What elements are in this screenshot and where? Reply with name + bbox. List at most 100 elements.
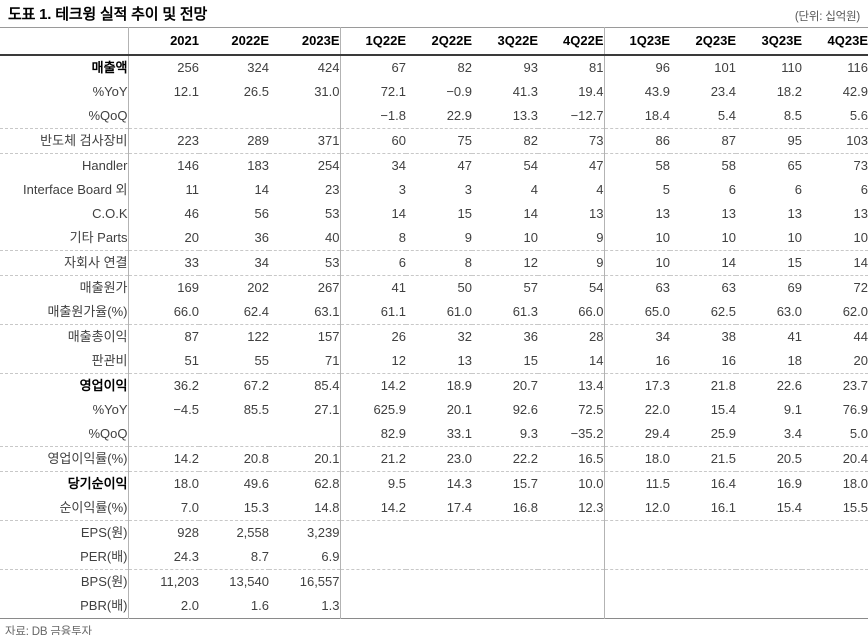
row-label: C.O.K bbox=[0, 202, 129, 226]
cell-value: 14.2 bbox=[128, 446, 199, 472]
cell-value: 61.3 bbox=[512, 304, 538, 319]
row-label: 기타 Parts bbox=[0, 226, 129, 251]
cell-value: 3,239 bbox=[269, 520, 341, 545]
cell-value: 928 bbox=[128, 520, 199, 545]
cell-value: 14.8 bbox=[269, 496, 341, 521]
cell-value bbox=[736, 594, 802, 619]
cell-value: 33.1 bbox=[446, 426, 472, 441]
cell-value: 71 bbox=[269, 349, 341, 374]
cell-value bbox=[538, 545, 605, 570]
cell-value: 12.0 bbox=[644, 500, 670, 515]
corner-cell bbox=[0, 27, 129, 56]
cell-value: 1.6 bbox=[250, 598, 269, 613]
cell-value: 8 bbox=[406, 250, 472, 276]
cell-value: 110 bbox=[781, 60, 802, 75]
cell-value: 9.1 bbox=[783, 402, 802, 417]
cell-value: 4 bbox=[538, 178, 605, 202]
cell-value: 3 bbox=[464, 182, 472, 197]
cell-value: 12 bbox=[391, 353, 406, 368]
cell-value: 38 bbox=[670, 324, 736, 349]
cell-value: 67 bbox=[391, 60, 406, 75]
cell-value: 13,540 bbox=[199, 569, 269, 594]
cell-value: 8 bbox=[398, 230, 406, 245]
cell-value: −4.5 bbox=[173, 402, 199, 417]
cell-value: 20 bbox=[184, 230, 199, 245]
cell-value: 43.9 bbox=[644, 84, 670, 99]
table-row: 당기순이익 18.0 49.6 62.8 9.5 14.3 15.7 10.0 11.5 16.4… bbox=[0, 471, 868, 496]
cell-value: 26.5 bbox=[243, 84, 269, 99]
column-header: 2Q22E bbox=[406, 27, 472, 56]
row-label: %YoY bbox=[0, 80, 129, 104]
cell-value: 625.9 bbox=[373, 402, 406, 417]
cell-value: 157 bbox=[269, 324, 341, 349]
cell-value: 267 bbox=[269, 275, 341, 300]
cell-value: 256 bbox=[177, 60, 199, 75]
cell-value: 15.5 bbox=[842, 500, 868, 515]
cell-value bbox=[340, 545, 406, 570]
cell-value: 54 bbox=[538, 275, 605, 300]
cell-value: 5.4 bbox=[717, 108, 736, 123]
cell-value bbox=[736, 545, 802, 570]
cell-value: 36 bbox=[472, 324, 538, 349]
cell-value: 3.4 bbox=[783, 426, 802, 441]
cell-value: 31.0 bbox=[269, 80, 341, 104]
column-header: 4Q22E bbox=[538, 27, 605, 56]
cell-value: 9 bbox=[538, 250, 605, 276]
cell-value: 18 bbox=[787, 353, 802, 368]
row-label: %QoQ bbox=[0, 422, 129, 447]
row-label: 당기순이익 bbox=[0, 471, 129, 496]
cell-value bbox=[538, 569, 605, 594]
column-header: 4Q23E bbox=[802, 27, 868, 56]
cell-value: 10 bbox=[523, 230, 538, 245]
cell-value bbox=[406, 545, 472, 570]
cell-value bbox=[199, 422, 269, 447]
cell-value: 18.9 bbox=[406, 373, 472, 398]
cell-value: 20 bbox=[853, 353, 868, 368]
cell-value: 56 bbox=[254, 206, 269, 221]
cell-value bbox=[670, 594, 736, 619]
cell-value bbox=[538, 520, 605, 545]
cell-value: 41.3 bbox=[512, 84, 538, 99]
cell-value: 85.5 bbox=[243, 402, 269, 417]
cell-value: 61.0 bbox=[446, 304, 472, 319]
cell-value: 223 bbox=[128, 128, 199, 154]
cell-value: 20.4 bbox=[802, 446, 868, 472]
cell-value: 16.8 bbox=[512, 500, 538, 515]
cell-value: 69 bbox=[736, 275, 802, 300]
table-row: Handler 146 183 254 34 47 54 47 58 58 65 73 bbox=[0, 153, 868, 178]
cell-value: 44 bbox=[802, 324, 868, 349]
cell-value: 46 bbox=[184, 206, 199, 221]
cell-value: 2.0 bbox=[180, 598, 199, 613]
cell-value: 54 bbox=[472, 153, 538, 178]
cell-value: 13 bbox=[457, 353, 472, 368]
cell-value: 53 bbox=[269, 250, 341, 276]
row-label: 판관비 bbox=[0, 349, 129, 374]
cell-value: 10 bbox=[853, 230, 868, 245]
column-header: 2022E bbox=[199, 27, 269, 56]
cell-value: 23 bbox=[269, 178, 341, 202]
cell-value: 75 bbox=[406, 128, 472, 154]
table-row: 반도체 검사장비 223 289 371 60 75 82 73 86 87 95 103 bbox=[0, 128, 868, 154]
column-header: 2Q23E bbox=[670, 27, 736, 56]
cell-value: 11 bbox=[185, 182, 200, 197]
cell-value: 202 bbox=[199, 275, 269, 300]
cell-value: 13 bbox=[853, 206, 868, 221]
cell-value: 87 bbox=[128, 324, 199, 349]
cell-value: 20.1 bbox=[269, 446, 341, 472]
cell-value: 15 bbox=[457, 206, 472, 221]
cell-value bbox=[472, 520, 538, 545]
cell-value: 101 bbox=[714, 60, 736, 75]
cell-value bbox=[802, 569, 868, 594]
row-label: 순이익률(%) bbox=[0, 496, 129, 521]
cell-value: 86 bbox=[604, 128, 670, 154]
cell-value bbox=[670, 545, 736, 570]
table-row: 매출액 256 324 424 67 82 93 81 96 101 110 116 bbox=[0, 55, 868, 80]
row-label: 반도체 검사장비 bbox=[0, 128, 129, 154]
cell-value: 14 bbox=[523, 206, 538, 221]
cell-value: 11,203 bbox=[128, 569, 199, 594]
cell-value: 13 bbox=[721, 206, 736, 221]
cell-value bbox=[604, 594, 670, 619]
cell-value: 13.3 bbox=[512, 108, 538, 123]
cell-value: 18.0 bbox=[802, 471, 868, 496]
row-label: 매출액 bbox=[0, 55, 129, 80]
